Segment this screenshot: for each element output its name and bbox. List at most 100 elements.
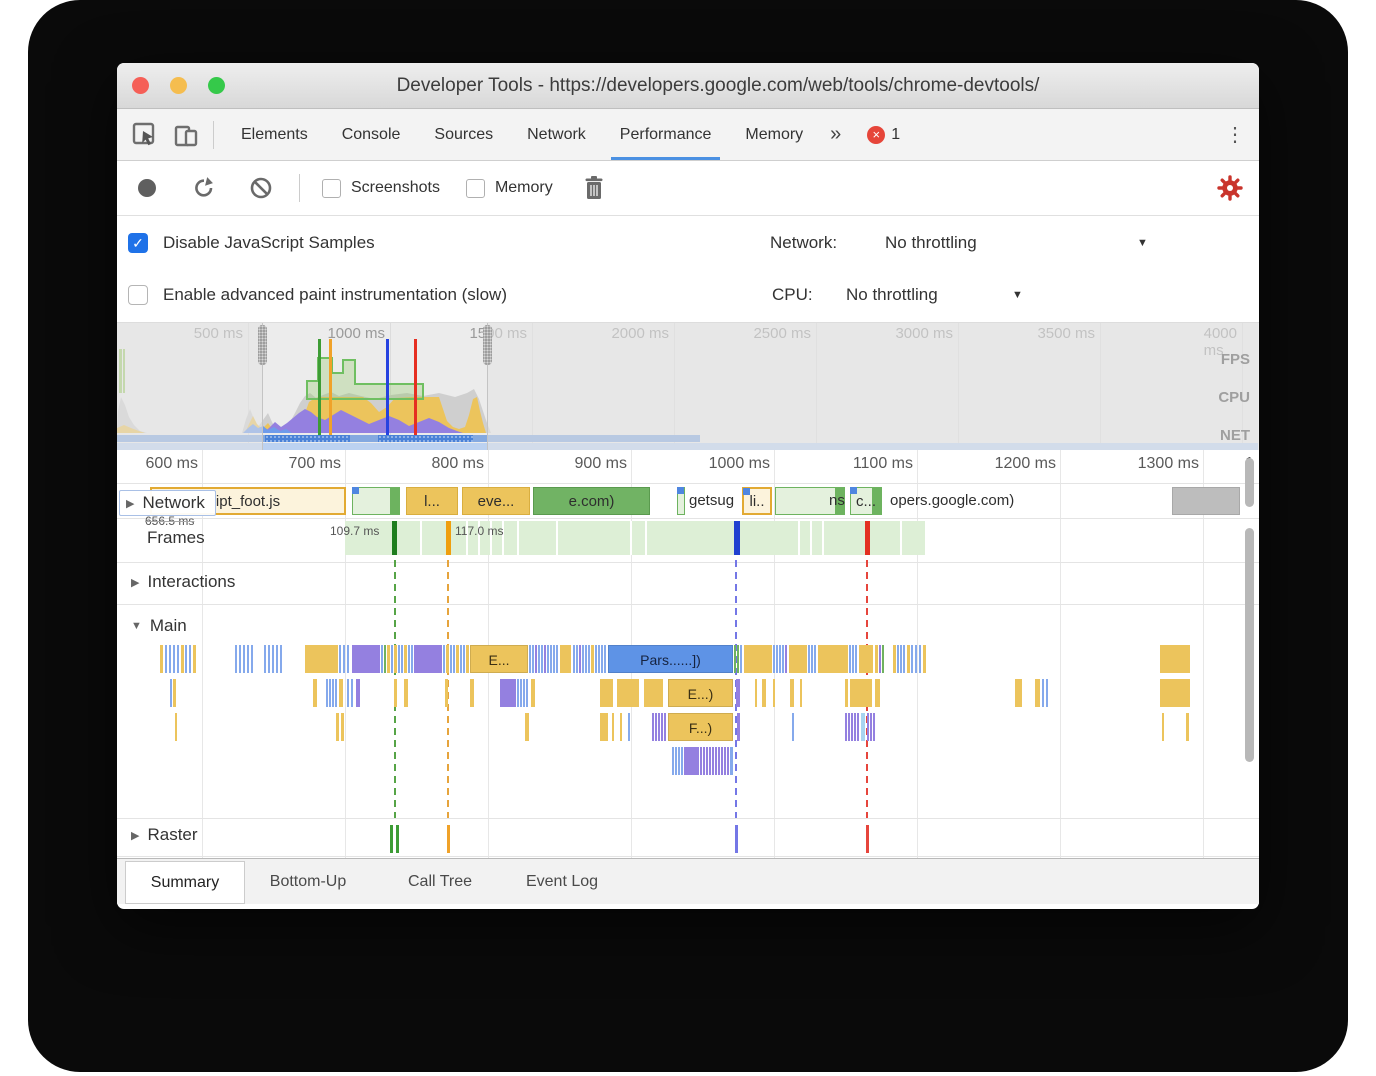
flame-bar[interactable]	[264, 645, 266, 673]
flame-bar[interactable]	[1035, 679, 1040, 707]
flame-bar[interactable]	[520, 679, 522, 707]
flame-bar[interactable]	[598, 645, 600, 673]
flame-bar[interactable]	[709, 747, 711, 775]
flame-bar[interactable]	[897, 645, 899, 673]
flame-bar[interactable]	[919, 645, 921, 673]
network-request-segment[interactable]: l...	[406, 487, 458, 515]
flame-bar[interactable]	[341, 713, 344, 741]
flame-bar[interactable]	[251, 645, 253, 673]
flame-bar[interactable]	[446, 645, 449, 673]
capture-settings-gear-icon[interactable]	[1217, 175, 1243, 201]
error-badge[interactable]: × 1	[867, 125, 900, 144]
flame-bar[interactable]	[875, 645, 878, 673]
expand-triangle-icon[interactable]: ▶	[131, 829, 140, 842]
flame-bar[interactable]	[808, 645, 810, 673]
flame-bar[interactable]	[737, 645, 739, 673]
flame-bar[interactable]	[280, 645, 282, 673]
flame-bar[interactable]	[736, 679, 740, 707]
flame-bar[interactable]	[351, 679, 353, 707]
flame-bar[interactable]	[450, 645, 452, 673]
flame-bar[interactable]	[1162, 713, 1164, 741]
flame-bar[interactable]	[313, 679, 317, 707]
window-titlebar[interactable]: Developer Tools - https://developers.goo…	[117, 63, 1259, 109]
flame-bar[interactable]	[792, 713, 794, 741]
flame-bar[interactable]	[177, 645, 179, 673]
flame-bar[interactable]	[387, 645, 390, 673]
flame-bar[interactable]	[391, 645, 393, 673]
flame-bar[interactable]	[850, 679, 872, 707]
flame-bar[interactable]	[529, 645, 531, 673]
selection-handle-left[interactable]	[258, 325, 267, 365]
inspect-element-icon[interactable]	[132, 122, 158, 148]
more-tabs-chevron[interactable]: »	[830, 123, 842, 145]
flame-bar[interactable]	[628, 713, 630, 741]
flame-bar[interactable]	[1015, 679, 1022, 707]
flame-bar[interactable]	[579, 645, 581, 673]
tab-network[interactable]: Network	[527, 126, 586, 143]
flame-bar[interactable]: Pars......])	[608, 645, 733, 673]
flame-bar[interactable]	[268, 645, 270, 673]
flame-bar[interactable]	[907, 645, 910, 673]
flame-bar[interactable]	[189, 645, 191, 673]
flame-bar[interactable]	[779, 645, 781, 673]
flame-bar[interactable]	[526, 679, 528, 707]
flame-bar[interactable]	[737, 713, 740, 741]
flame-bar[interactable]	[394, 679, 397, 707]
flame-bar[interactable]	[235, 645, 237, 673]
details-tab-call-tree[interactable]: Call Tree	[407, 873, 473, 890]
flame-bar[interactable]	[900, 645, 902, 673]
flame-bar[interactable]	[339, 679, 343, 707]
block-icon[interactable]	[249, 176, 273, 200]
memory-checkbox[interactable]	[465, 178, 485, 198]
flame-bar[interactable]	[181, 645, 184, 673]
flame-bar[interactable]	[800, 679, 802, 707]
flame-bar[interactable]	[352, 645, 380, 673]
trash-icon[interactable]	[583, 175, 605, 201]
flame-bar[interactable]	[740, 645, 742, 673]
flame-bar[interactable]	[347, 645, 349, 673]
flame-bar[interactable]	[339, 645, 341, 673]
flame-bar[interactable]	[882, 645, 884, 673]
flame-bar[interactable]	[861, 713, 865, 741]
flame-bar[interactable]	[773, 645, 775, 673]
flame-bar[interactable]	[193, 645, 196, 673]
network-request-segment[interactable]: c...	[850, 487, 882, 515]
flame-bar[interactable]	[744, 645, 772, 673]
flame-bar[interactable]	[460, 645, 462, 673]
flame-bar[interactable]	[547, 645, 549, 673]
details-tab-bottom-up[interactable]: Bottom-Up	[269, 873, 347, 890]
flame-bar[interactable]	[854, 713, 856, 741]
track-label-main[interactable]: ▼ Main	[131, 616, 187, 636]
flame-bar[interactable]	[617, 679, 639, 707]
flame-bar[interactable]	[175, 713, 177, 741]
collapse-triangle-icon[interactable]: ▼	[131, 620, 142, 632]
flame-bar[interactable]	[652, 713, 654, 741]
flame-bar[interactable]	[755, 679, 757, 707]
flame-bar[interactable]	[658, 713, 660, 741]
flame-bar[interactable]	[903, 645, 905, 673]
flame-bar[interactable]	[789, 645, 807, 673]
flame-bar[interactable]	[585, 645, 587, 673]
flame-bar[interactable]	[411, 645, 413, 673]
flame-bar[interactable]	[553, 645, 555, 673]
flame-bar[interactable]	[600, 679, 613, 707]
flame-bar[interactable]	[661, 713, 663, 741]
network-throttle-arrow-icon[interactable]: ▼	[1137, 237, 1148, 249]
flame-bar[interactable]	[173, 645, 175, 673]
flame-bar[interactable]	[848, 713, 850, 741]
flame-bar[interactable]	[1046, 679, 1048, 707]
flame-bar[interactable]	[384, 645, 386, 673]
vertical-scrollbar-thumb[interactable]	[1245, 458, 1254, 507]
flame-bar[interactable]	[347, 679, 349, 707]
flame-bar[interactable]	[712, 747, 714, 775]
flame-bar[interactable]	[915, 645, 917, 673]
tab-console[interactable]: Console	[341, 126, 401, 143]
flame-bar[interactable]	[185, 645, 187, 673]
flame-bar[interactable]	[734, 645, 736, 673]
flame-bar[interactable]	[588, 645, 590, 673]
flame-bar[interactable]	[332, 679, 334, 707]
flame-bar[interactable]	[851, 713, 853, 741]
advanced-paint-checkbox[interactable]	[128, 285, 148, 305]
flame-bar[interactable]	[857, 713, 859, 741]
